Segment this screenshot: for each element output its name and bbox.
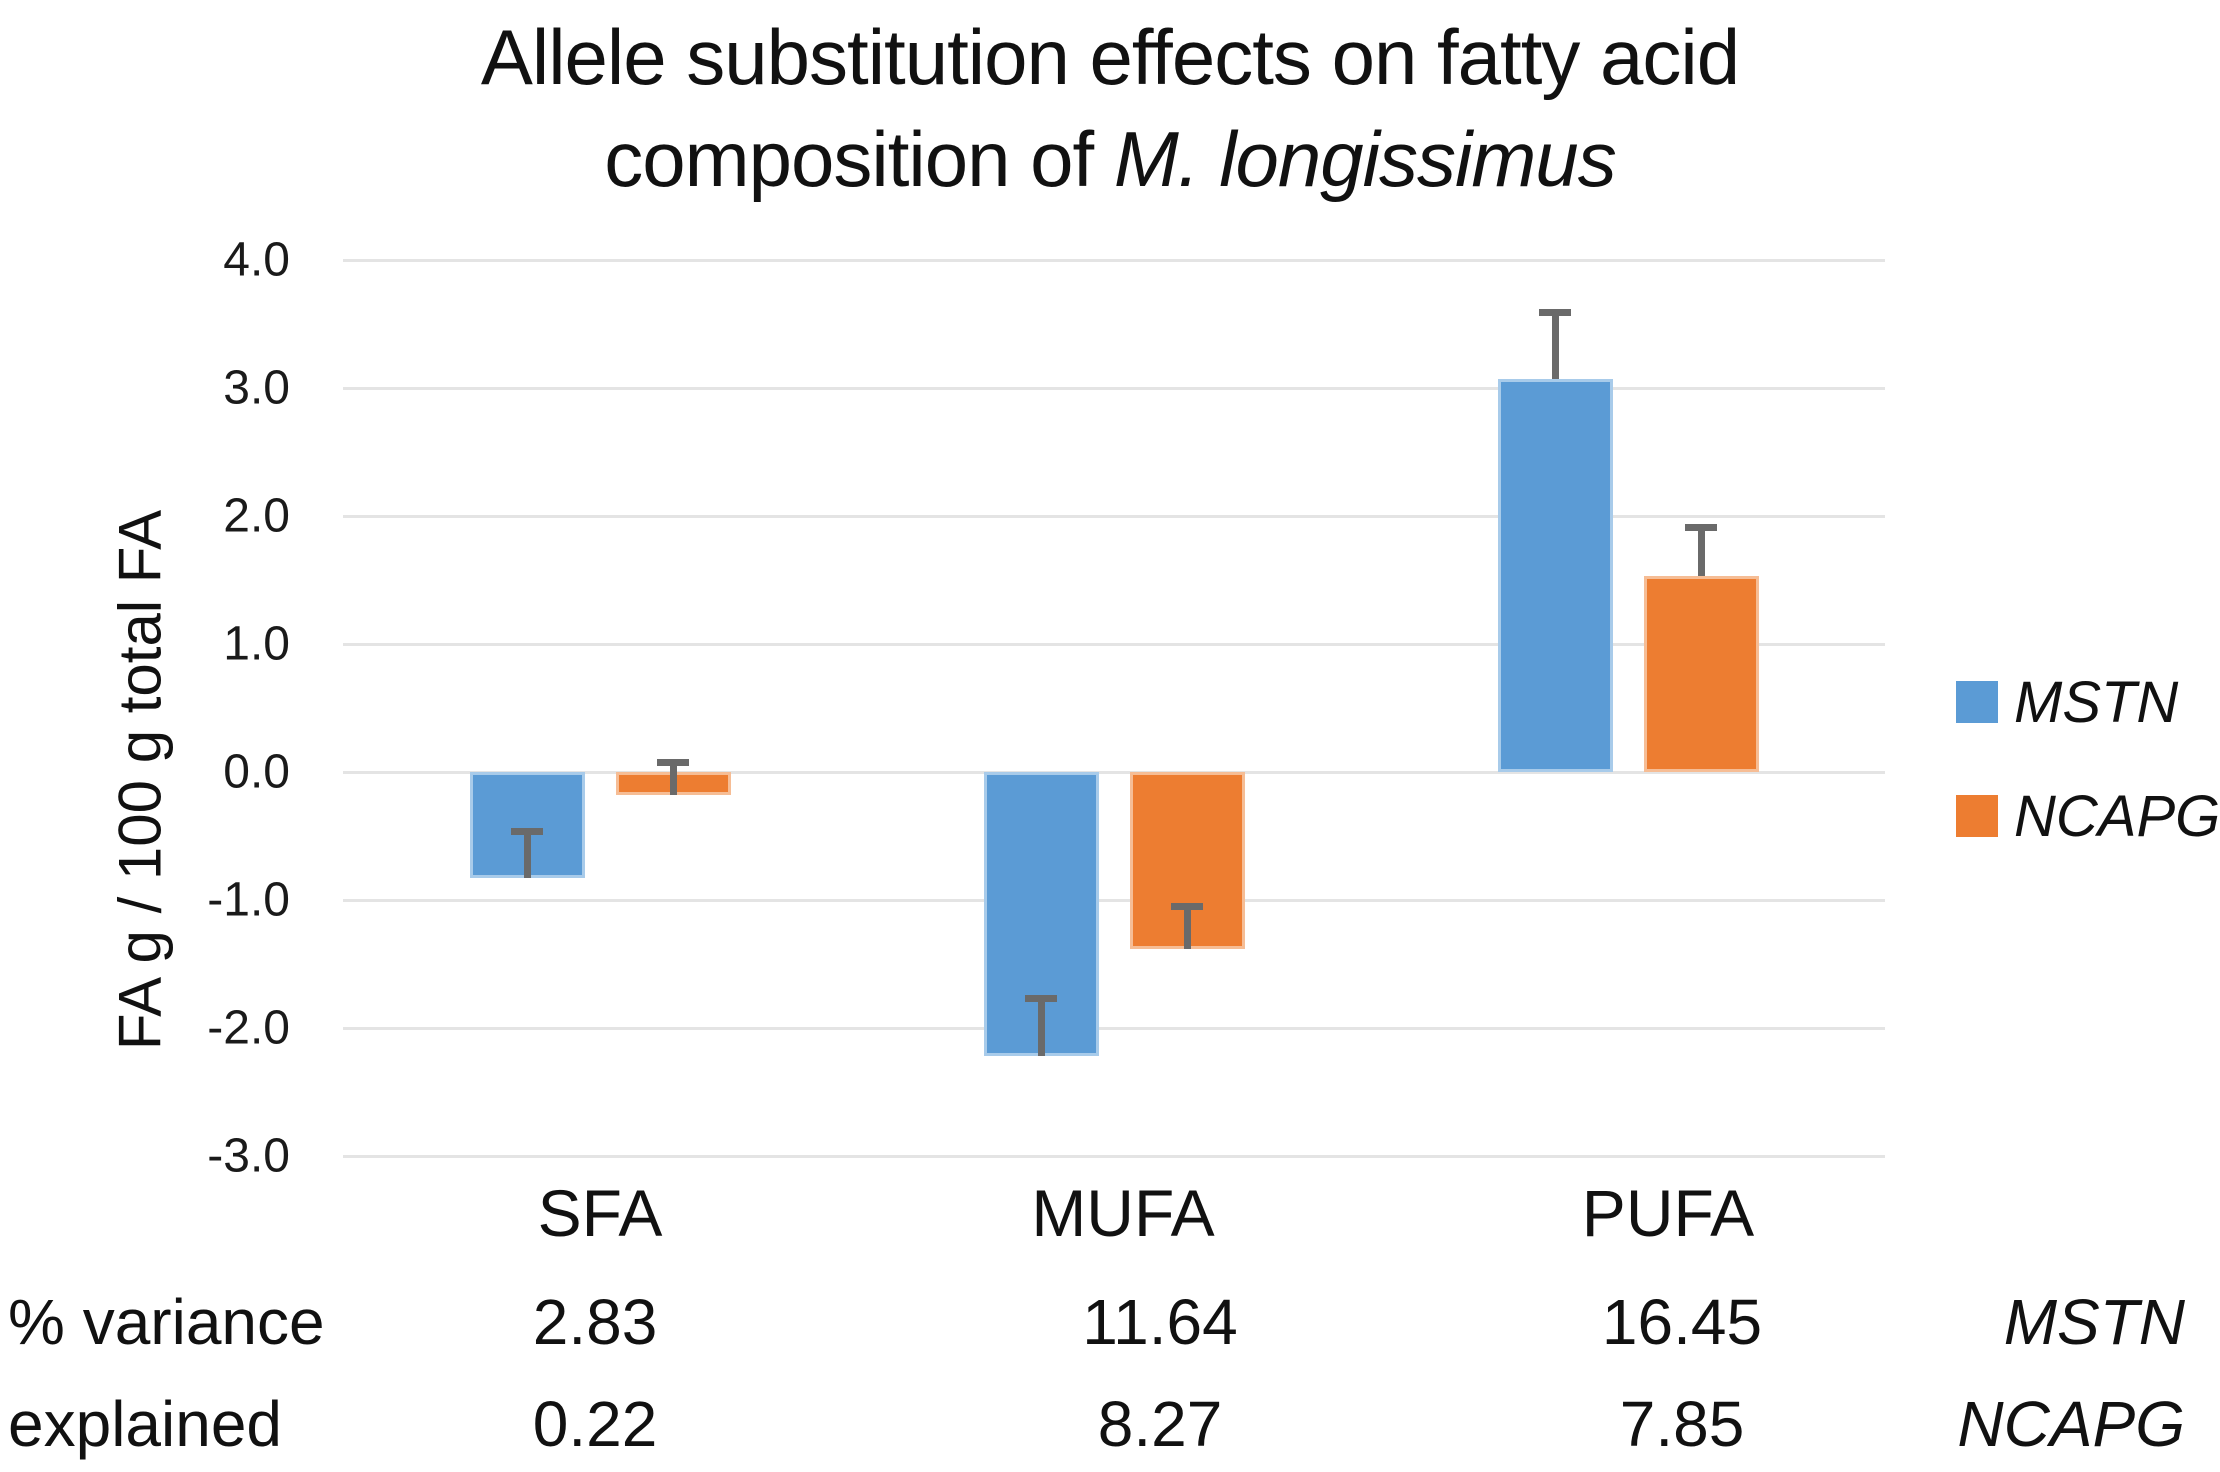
- error-bar-cap: [1025, 995, 1057, 1003]
- y-axis-tick-label: 4.0: [223, 233, 290, 287]
- variance-value-ncapg-mufa: 8.27: [1097, 1388, 1223, 1460]
- error-bar-stem: [1697, 528, 1705, 577]
- chart-title-line1: Allele substitution effects on fatty aci…: [480, 13, 1740, 101]
- chart-title-line2-species: M. longissimus: [1113, 115, 1617, 203]
- variance-value-mstn-pufa: 16.45: [1601, 1286, 1763, 1358]
- y-axis-tick-label: 0.0: [223, 745, 290, 799]
- error-bar-cap: [657, 758, 689, 766]
- legend-label-mstn: MSTN: [2014, 669, 2179, 735]
- gridline: [343, 1026, 1885, 1030]
- variance-gene-label-ncapg: NCAPG: [1957, 1388, 2185, 1460]
- error-bar-cap: [1539, 309, 1571, 317]
- variance-row-label-line2: explained: [8, 1388, 282, 1460]
- bar-mstn-pufa: [1497, 379, 1613, 772]
- variance-value-mstn-sfa: 2.83: [532, 1286, 658, 1358]
- variance-row-label-line1: % variance: [8, 1286, 325, 1358]
- category-label-pufa: PUFA: [1581, 1176, 1755, 1250]
- error-bar-stem: [523, 831, 531, 879]
- mstn-swatch-icon: [1956, 681, 1998, 723]
- error-bar-cap: [1171, 903, 1203, 911]
- gridline: [343, 514, 1885, 518]
- legend: MSTN NCAPG: [1956, 670, 2220, 908]
- error-bar-stem: [1551, 313, 1559, 380]
- y-axis-tick-label: -2.0: [207, 1001, 290, 1055]
- error-bar-cap: [1685, 524, 1717, 532]
- y-axis-tick-label: 1.0: [223, 617, 290, 671]
- gridline: [343, 258, 1885, 262]
- gridline: [343, 1154, 1885, 1158]
- chart-title-line2-prefix: composition of: [604, 115, 1114, 203]
- category-label-sfa: SFA: [537, 1176, 663, 1250]
- legend-item-mstn: MSTN: [1956, 670, 2220, 735]
- y-axis-tick-label: -1.0: [207, 873, 290, 927]
- chart-title: Allele substitution effects on fatty aci…: [0, 6, 2220, 210]
- variance-gene-label-mstn: MSTN: [2003, 1286, 2185, 1358]
- chart-title-line2: composition of M. longissimus: [0, 108, 2220, 210]
- gridline: [343, 642, 1885, 646]
- gridline: [343, 386, 1885, 390]
- variance-value-ncapg-sfa: 0.22: [532, 1388, 658, 1460]
- y-axis-tick-label: -3.0: [207, 1129, 290, 1183]
- ncapg-swatch-icon: [1956, 795, 1998, 837]
- variance-value-ncapg-pufa: 7.85: [1619, 1388, 1745, 1460]
- legend-item-ncapg: NCAPG: [1956, 784, 2220, 849]
- category-label-mufa: MUFA: [1031, 1176, 1215, 1250]
- error-bar-stem: [669, 762, 677, 796]
- y-axis-tick-label: 3.0: [223, 361, 290, 415]
- error-bar-stem: [1037, 999, 1045, 1057]
- legend-label-ncapg: NCAPG: [2014, 783, 2220, 849]
- y-axis-tick-label: 2.0: [223, 489, 290, 543]
- variance-value-mstn-mufa: 11.64: [1082, 1286, 1238, 1358]
- error-bar-stem: [1183, 907, 1191, 949]
- gridline: [343, 770, 1885, 774]
- gridline: [343, 898, 1885, 902]
- error-bar-cap: [511, 827, 543, 835]
- bar-ncapg-pufa: [1643, 576, 1759, 772]
